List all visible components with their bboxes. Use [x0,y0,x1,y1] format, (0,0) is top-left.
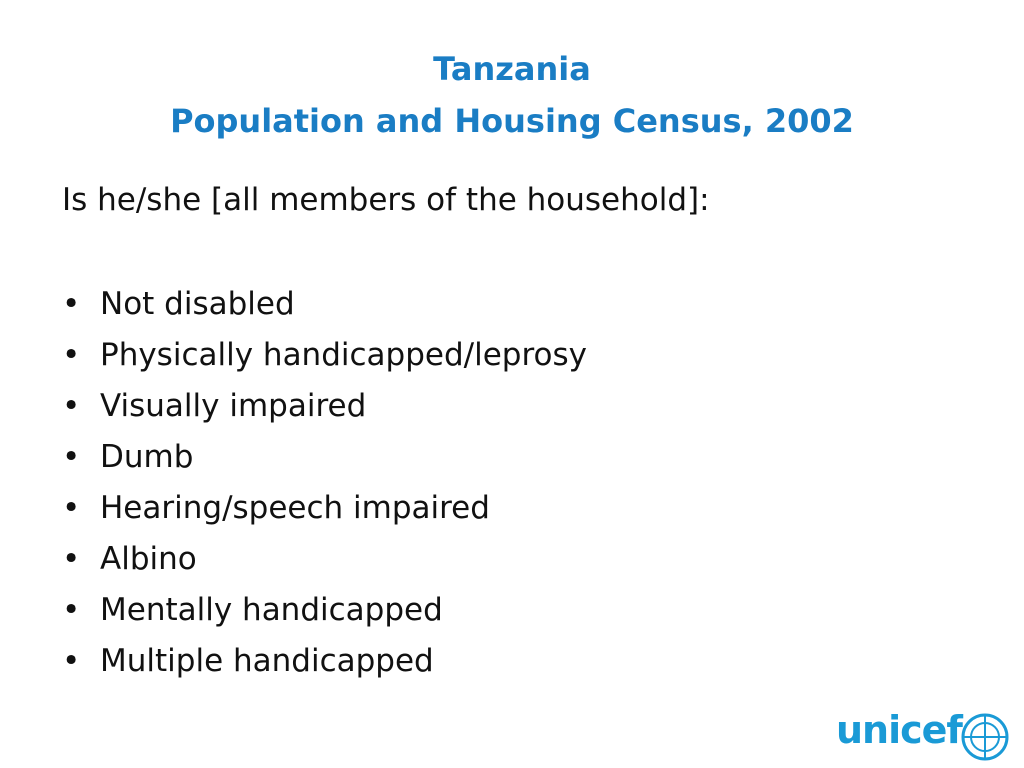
bullet-item: Mentally handicapped [62,588,587,639]
bullet-item: Not disabled [62,282,587,333]
bullet-item: Hearing/speech impaired [62,486,587,537]
bullet-item: Physically handicapped/leprosy [62,333,587,384]
question: Is he/she [all members of the household]… [62,182,710,218]
bullet-list: Not disabledPhysically handicapped/lepro… [62,282,587,690]
bullet-item: Visually impaired [62,384,587,435]
bullet-item: Multiple handicapped [62,639,587,690]
logo-emblem [961,713,1009,761]
bullet-item: Dumb [62,435,587,486]
title-line: Population and Housing Census, 2002 [170,102,854,140]
bullet-item: Albino [62,537,587,588]
logo-text: unicef [836,708,963,752]
title-line: Tanzania [433,50,591,88]
